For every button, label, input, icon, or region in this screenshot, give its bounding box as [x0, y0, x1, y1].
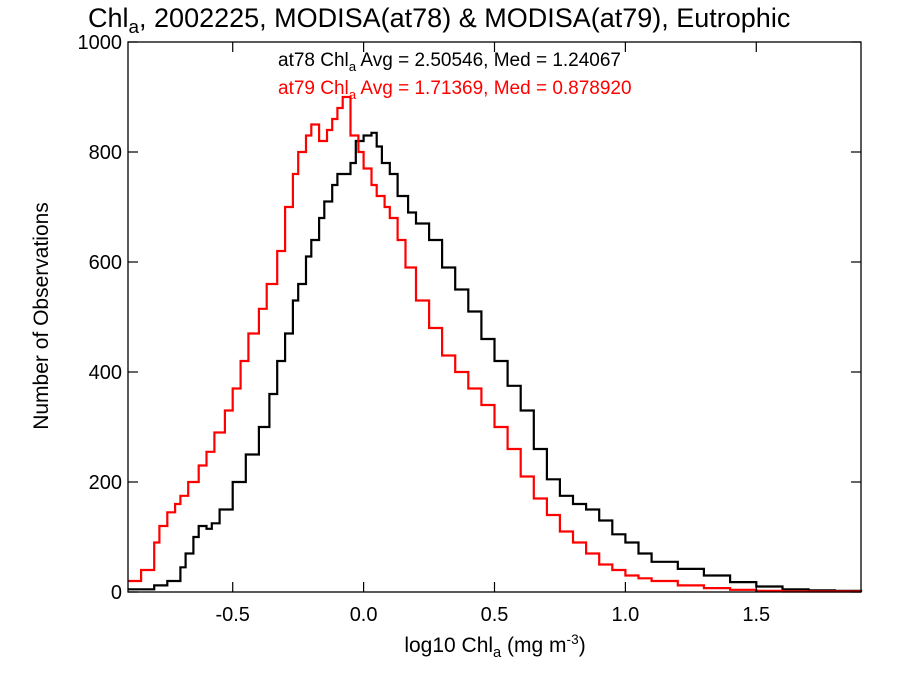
x-tick-label: 0.5: [481, 604, 509, 626]
x-axis-label-post: ): [579, 634, 586, 657]
annotation-at79-sub: a: [349, 87, 357, 102]
x-axis-label-sub: a: [493, 645, 502, 661]
chart-title-sub: a: [129, 17, 140, 38]
annotation-at78-post: Avg = 2.50546, Med = 1.24067: [356, 50, 621, 71]
chart-title-post: , 2002225, MODISA(at78) & MODISA(at79), …: [139, 3, 790, 33]
y-tick-label: 200: [89, 472, 122, 494]
y-tick-label: 0: [111, 582, 122, 604]
annotation-at78: at78 Chla Avg = 2.50546, Med = 1.24067: [278, 50, 621, 74]
x-tick-label: 0.0: [350, 604, 378, 626]
annotation-at78-sub: a: [349, 59, 357, 74]
chart-title: Chla, 2002225, MODISA(at78) & MODISA(at7…: [88, 3, 790, 38]
annotation-at78-pre: at78 Chl: [278, 50, 349, 71]
x-tick-label: 1.0: [611, 604, 639, 626]
annotation-at79-pre: at79 Chl: [278, 78, 349, 99]
x-axis-label-sup: -3: [567, 632, 579, 647]
y-axis-label: Number of Observations: [30, 202, 53, 430]
x-tick-label: -0.5: [215, 604, 249, 626]
series-at78-line: [128, 131, 863, 592]
y-tick-label: 800: [89, 142, 122, 164]
series-at79-line: [128, 95, 863, 593]
x-axis-label-mid: (mg m: [501, 634, 566, 657]
x-axis-label: log10 Chla (mg m-3): [404, 632, 585, 661]
y-tick-label: 400: [89, 362, 122, 384]
x-tick-label: 1.5: [742, 604, 770, 626]
chart-title-pre: Chl: [88, 3, 129, 33]
y-tick-label: 600: [89, 252, 122, 274]
x-axis-label-pre: log10 Chl: [404, 634, 493, 657]
annotation-at79: at79 Chla Avg = 1.71369, Med = 0.878920: [278, 78, 632, 102]
plot-area: [128, 95, 863, 593]
annotation-at79-post: Avg = 1.71369, Med = 0.878920: [356, 78, 631, 99]
y-tick-label: 1000: [78, 32, 123, 54]
